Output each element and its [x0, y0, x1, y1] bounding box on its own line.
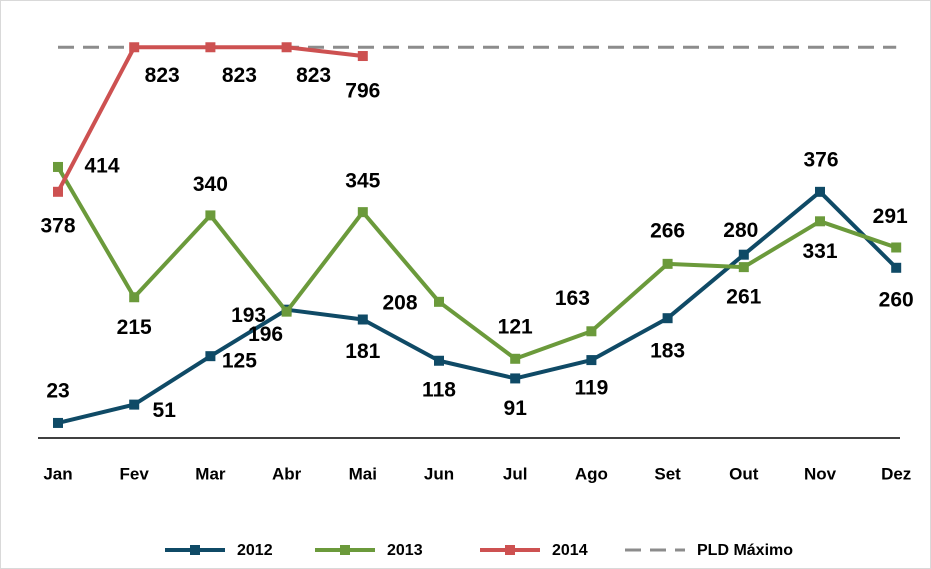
point-marker	[205, 42, 216, 53]
data-label: 823	[145, 64, 180, 87]
data-label: 125	[222, 350, 257, 373]
point-marker	[357, 207, 368, 218]
point-marker	[129, 42, 140, 53]
point-marker	[815, 186, 825, 197]
point-marker	[815, 216, 825, 227]
x-tick-label: Set	[654, 464, 681, 483]
data-label: 91	[504, 397, 528, 420]
data-label: 345	[345, 170, 380, 193]
point-marker	[281, 42, 292, 53]
x-tick-label: Ago	[575, 464, 608, 483]
point-marker	[53, 417, 63, 428]
legend-label: PLD Máximo	[697, 542, 793, 559]
point-marker	[129, 399, 140, 410]
x-tick-label: Out	[729, 464, 759, 483]
point-marker	[357, 314, 368, 325]
point-marker	[662, 313, 673, 324]
data-label: 181	[345, 340, 380, 363]
point-marker	[586, 355, 597, 366]
data-label: 414	[84, 155, 119, 178]
data-label: 51	[153, 399, 177, 422]
x-tick-label: Mar	[195, 464, 226, 483]
point-marker	[891, 242, 902, 253]
point-marker	[662, 258, 673, 269]
x-tick-label: Jul	[503, 464, 528, 483]
data-label: 118	[422, 378, 456, 401]
point-marker	[129, 292, 140, 303]
data-label: 266	[650, 219, 685, 242]
data-label: 331	[802, 240, 837, 263]
x-tick-label: Nov	[804, 464, 837, 483]
point-marker	[53, 161, 63, 172]
x-tick-label: Mai	[349, 464, 377, 483]
point-marker	[510, 353, 521, 364]
data-label: 796	[345, 80, 380, 103]
data-label: 121	[498, 315, 533, 338]
data-label: 261	[726, 286, 761, 309]
point-marker	[586, 326, 597, 337]
data-label: 376	[803, 148, 838, 171]
legend-label: 2012	[237, 542, 273, 559]
point-marker	[434, 355, 444, 366]
point-marker	[205, 351, 216, 362]
legend-label: 2014	[552, 542, 588, 559]
data-label: 196	[248, 323, 283, 346]
data-label: 823	[222, 64, 257, 87]
legend-marker	[190, 545, 200, 555]
point-marker	[891, 262, 902, 273]
x-tick-label: Abr	[272, 464, 302, 483]
x-tick-label: Fev	[120, 464, 150, 483]
data-label: 378	[40, 214, 75, 237]
data-label: 340	[193, 173, 228, 196]
x-tick-label: Dez	[881, 464, 911, 483]
point-marker	[357, 51, 368, 62]
data-label: 208	[382, 291, 417, 314]
data-label: 119	[574, 377, 608, 400]
data-label: 280	[723, 219, 758, 242]
point-marker	[510, 373, 521, 384]
point-marker	[281, 306, 292, 317]
data-label: 163	[555, 287, 590, 310]
data-label: 193	[231, 304, 266, 327]
data-label: 215	[117, 316, 152, 339]
data-label: 823	[296, 64, 331, 87]
data-label: 183	[650, 340, 685, 363]
data-label: 23	[46, 379, 69, 402]
data-label: 291	[873, 205, 908, 228]
point-marker	[738, 262, 749, 273]
point-marker	[434, 296, 444, 307]
series-line	[57, 189, 898, 425]
series-line	[56, 165, 897, 361]
x-tick-label: Jun	[424, 464, 454, 483]
point-marker	[53, 186, 63, 197]
data-label: 260	[879, 288, 914, 311]
x-tick-label: Jan	[43, 464, 72, 483]
point-marker	[205, 210, 216, 221]
point-marker	[738, 249, 749, 260]
legend-marker	[505, 545, 515, 555]
legend-marker	[340, 545, 350, 555]
legend-label: 2013	[387, 542, 423, 559]
